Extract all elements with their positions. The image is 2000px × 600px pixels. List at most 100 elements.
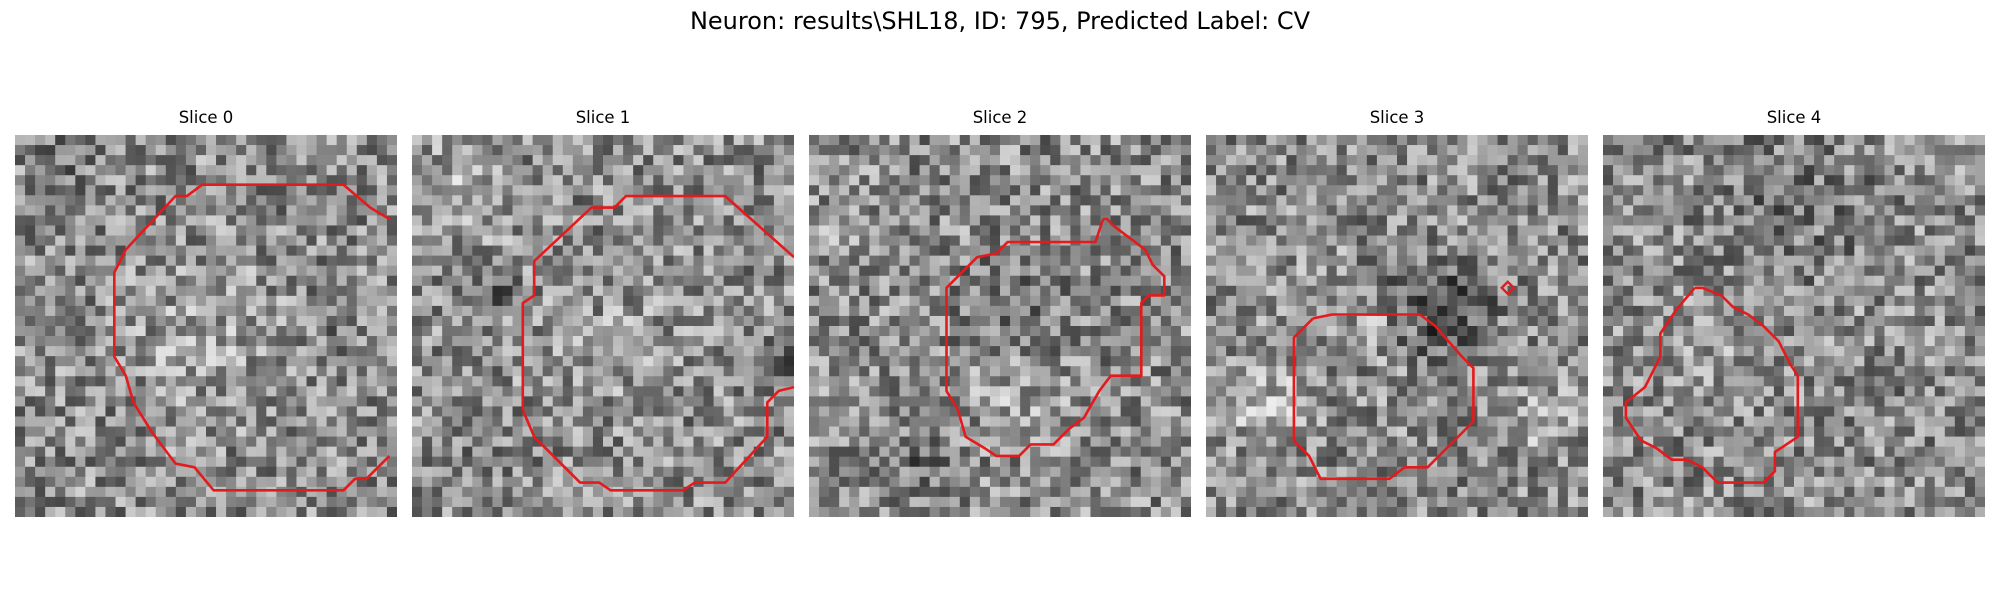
image-pixel [95,456,106,468]
image-pixel [105,215,116,226]
image-pixel [1050,205,1061,216]
image-pixel [633,155,644,166]
image-pixel [929,155,941,166]
image-pixel [562,406,574,417]
image-pixel [949,436,961,448]
image-pixel [502,185,513,196]
image-pixel [1206,165,1217,176]
image-pixel [929,406,941,417]
image-pixel [979,225,991,236]
image-pixel [1527,205,1539,216]
image-pixel [462,456,473,468]
image-pixel [849,155,860,166]
image-pixel [889,205,900,216]
image-pixel [482,135,493,146]
figure-title: Neuron: results\SHL18, ID: 795, Predicte… [689,7,1311,35]
image-pixel [95,486,106,498]
image-pixel [226,396,237,407]
image-pixel [1140,476,1152,488]
image-pixel [1140,406,1152,417]
image-pixel [909,255,920,267]
image-pixel [1110,446,1122,458]
image-pixel [1316,255,1328,267]
image-pixel [1517,245,1529,257]
image-pixel [643,285,654,297]
image-pixel [1010,486,1021,498]
image-pixel [859,436,870,448]
image-pixel [1447,295,1458,307]
image-pixel [386,486,397,498]
image-pixel [683,336,694,347]
image-pixel [859,145,870,156]
image-pixel [65,165,76,176]
image-pixel [909,416,920,427]
image-pixel [326,336,338,347]
image-pixel [185,215,197,226]
image-pixel [145,476,157,488]
image-pixel [733,185,745,196]
image-pixel [276,295,287,307]
image-pixel [1276,195,1287,206]
image-pixel [296,446,307,458]
image-pixel [592,326,604,337]
image-pixel [703,135,714,146]
image-pixel [1266,275,1277,287]
image-pixel [1100,135,1111,146]
image-pixel [1386,245,1398,257]
image-pixel [1010,346,1021,357]
image-pixel [869,235,880,246]
image-pixel [673,165,684,176]
image-pixel [65,245,76,257]
image-pixel [356,265,368,277]
image-pixel [306,145,317,156]
image-pixel [1180,165,1191,176]
image-pixel [1170,285,1182,297]
image-pixel [1160,456,1172,468]
image-pixel [412,366,423,377]
image-pixel [939,255,951,267]
image-pixel [542,205,554,216]
image-pixel [763,245,775,257]
image-pixel [1180,406,1191,417]
image-pixel [653,175,664,186]
image-pixel [613,255,624,267]
image-pixel [442,225,453,236]
image-pixel [266,315,277,327]
image-pixel [452,275,463,287]
image-pixel [1346,145,1358,156]
image-pixel [1170,376,1182,387]
image-pixel [1457,215,1468,226]
image-pixel [572,195,584,206]
image-pixel [1397,155,1408,166]
image-pixel [613,295,624,307]
image-pixel [185,255,197,267]
image-pixel [1100,386,1111,397]
image-pixel [859,185,870,196]
image-pixel [35,486,46,498]
image-pixel [889,175,900,186]
image-pixel [165,386,177,397]
image-pixel [65,225,76,236]
image-pixel [653,336,664,347]
image-pixel [592,366,604,377]
image-pixel [316,386,328,397]
image-pixel [15,356,26,367]
image-pixel [85,135,96,146]
image-pixel [1130,305,1142,317]
image-pixel [1010,255,1021,267]
image-pixel [979,135,991,146]
image-pixel [919,175,931,186]
image-pixel [502,175,513,186]
image-pixel [306,436,317,448]
image-pixel [236,446,247,458]
image-pixel [1246,205,1257,216]
image-pixel [643,185,654,196]
image-pixel [55,426,66,437]
image-pixel [1160,275,1172,287]
image-pixel [663,436,674,448]
image-pixel [472,356,483,367]
image-pixel [492,406,503,417]
image-pixel [1427,135,1438,146]
image-pixel [472,275,483,287]
image-pixel [989,416,1001,427]
